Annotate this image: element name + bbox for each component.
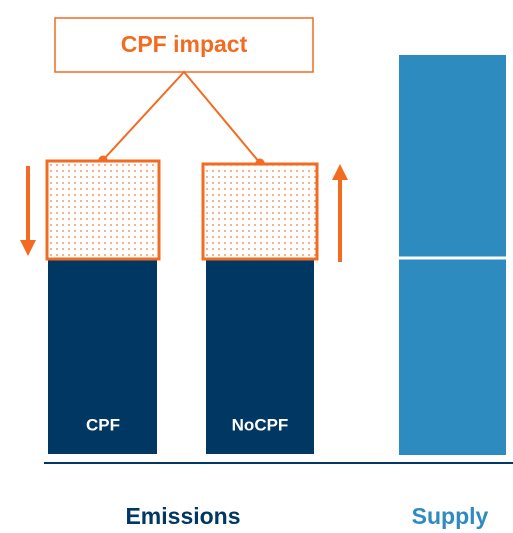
group-label: Supply (412, 503, 489, 529)
callout-label: CPF impact (121, 31, 248, 57)
callout-box (54, 17, 314, 73)
callout-connector (102, 70, 261, 164)
impact-box (45, 159, 161, 261)
bar-label: CPF (86, 415, 120, 434)
supply-bar (399, 55, 506, 455)
bar-label: NoCPF (232, 415, 289, 434)
emissions-bar (206, 259, 314, 454)
emissions-bar (48, 259, 157, 454)
group-label: Emissions (125, 503, 240, 529)
impact-box (201, 162, 319, 261)
